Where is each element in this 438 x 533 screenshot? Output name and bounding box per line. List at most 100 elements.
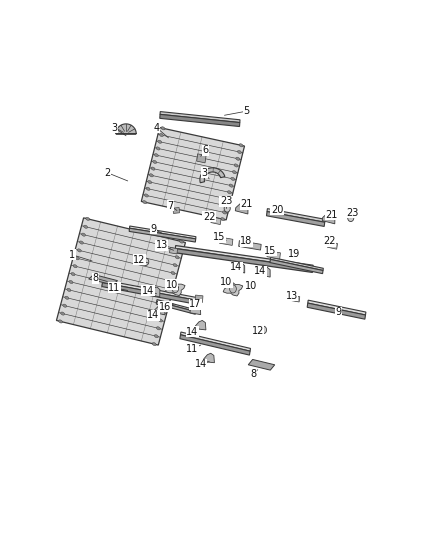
Ellipse shape	[148, 181, 152, 184]
Text: 3: 3	[111, 123, 117, 133]
Ellipse shape	[86, 217, 90, 221]
Polygon shape	[173, 207, 180, 213]
Text: 7: 7	[167, 200, 173, 211]
Polygon shape	[307, 303, 365, 319]
Text: 11: 11	[108, 282, 120, 293]
Polygon shape	[292, 295, 300, 302]
Polygon shape	[267, 208, 325, 222]
Circle shape	[172, 284, 179, 293]
Text: 22: 22	[323, 236, 335, 246]
Text: 20: 20	[271, 205, 283, 215]
Polygon shape	[180, 335, 250, 355]
Text: 23: 23	[346, 207, 359, 217]
Text: 14: 14	[186, 327, 198, 336]
Polygon shape	[219, 237, 233, 245]
Text: 3: 3	[201, 168, 207, 177]
Ellipse shape	[69, 280, 73, 284]
Polygon shape	[116, 124, 136, 134]
Circle shape	[348, 214, 354, 222]
Text: 15: 15	[264, 246, 276, 256]
Ellipse shape	[239, 144, 243, 147]
Polygon shape	[154, 305, 165, 315]
Ellipse shape	[229, 184, 233, 187]
Polygon shape	[160, 111, 240, 123]
Polygon shape	[160, 115, 240, 126]
Text: 14: 14	[142, 286, 154, 295]
Text: 13: 13	[155, 240, 168, 251]
Text: 8: 8	[92, 273, 99, 283]
Text: 10: 10	[166, 280, 178, 290]
Text: 21: 21	[325, 210, 338, 220]
Text: 6: 6	[203, 145, 209, 155]
Ellipse shape	[149, 174, 153, 177]
Polygon shape	[180, 332, 251, 351]
Text: 10: 10	[245, 281, 257, 292]
Polygon shape	[170, 247, 177, 254]
Ellipse shape	[233, 171, 237, 174]
Polygon shape	[190, 305, 201, 314]
Polygon shape	[129, 228, 196, 242]
Ellipse shape	[158, 140, 162, 143]
Text: 16: 16	[159, 302, 171, 312]
Ellipse shape	[173, 264, 177, 267]
Ellipse shape	[177, 248, 181, 251]
Polygon shape	[322, 212, 335, 224]
Polygon shape	[211, 217, 221, 224]
Text: 11: 11	[186, 344, 198, 354]
Text: 2: 2	[104, 168, 110, 177]
Ellipse shape	[159, 133, 163, 136]
Ellipse shape	[165, 295, 169, 298]
Polygon shape	[149, 287, 160, 297]
Ellipse shape	[151, 167, 155, 170]
Polygon shape	[175, 246, 313, 268]
Circle shape	[261, 326, 267, 334]
Ellipse shape	[223, 211, 226, 214]
Ellipse shape	[65, 296, 69, 300]
Ellipse shape	[152, 343, 156, 346]
Ellipse shape	[159, 319, 162, 322]
Polygon shape	[200, 168, 225, 183]
Ellipse shape	[63, 304, 67, 307]
Text: 14: 14	[147, 310, 159, 320]
Ellipse shape	[237, 150, 241, 154]
Polygon shape	[239, 241, 261, 250]
Ellipse shape	[154, 335, 158, 338]
Ellipse shape	[224, 204, 228, 207]
Ellipse shape	[145, 194, 148, 197]
Polygon shape	[88, 274, 117, 285]
Polygon shape	[204, 353, 215, 363]
Polygon shape	[157, 300, 196, 312]
Polygon shape	[195, 295, 203, 302]
Ellipse shape	[167, 287, 171, 290]
Text: 5: 5	[244, 106, 250, 116]
Ellipse shape	[143, 200, 147, 204]
Polygon shape	[234, 263, 245, 273]
Ellipse shape	[161, 311, 165, 314]
Ellipse shape	[231, 177, 235, 181]
Polygon shape	[259, 267, 270, 277]
Ellipse shape	[75, 257, 79, 260]
Ellipse shape	[161, 127, 165, 130]
Polygon shape	[102, 280, 201, 301]
Polygon shape	[195, 320, 206, 330]
Ellipse shape	[146, 187, 150, 190]
Text: 12: 12	[134, 255, 146, 265]
Polygon shape	[270, 257, 323, 270]
Polygon shape	[197, 154, 206, 163]
Text: 21: 21	[240, 199, 253, 209]
Ellipse shape	[59, 320, 63, 323]
Ellipse shape	[171, 271, 175, 274]
Text: 14: 14	[254, 266, 266, 276]
Ellipse shape	[84, 225, 88, 228]
Polygon shape	[267, 251, 280, 259]
Circle shape	[224, 205, 230, 212]
Ellipse shape	[236, 157, 240, 160]
Ellipse shape	[156, 147, 160, 150]
Text: 9: 9	[150, 224, 156, 234]
Text: 14: 14	[194, 359, 207, 369]
Text: 10: 10	[220, 277, 232, 287]
Circle shape	[230, 285, 237, 293]
Ellipse shape	[226, 197, 230, 200]
Ellipse shape	[234, 164, 238, 167]
Ellipse shape	[67, 288, 71, 292]
